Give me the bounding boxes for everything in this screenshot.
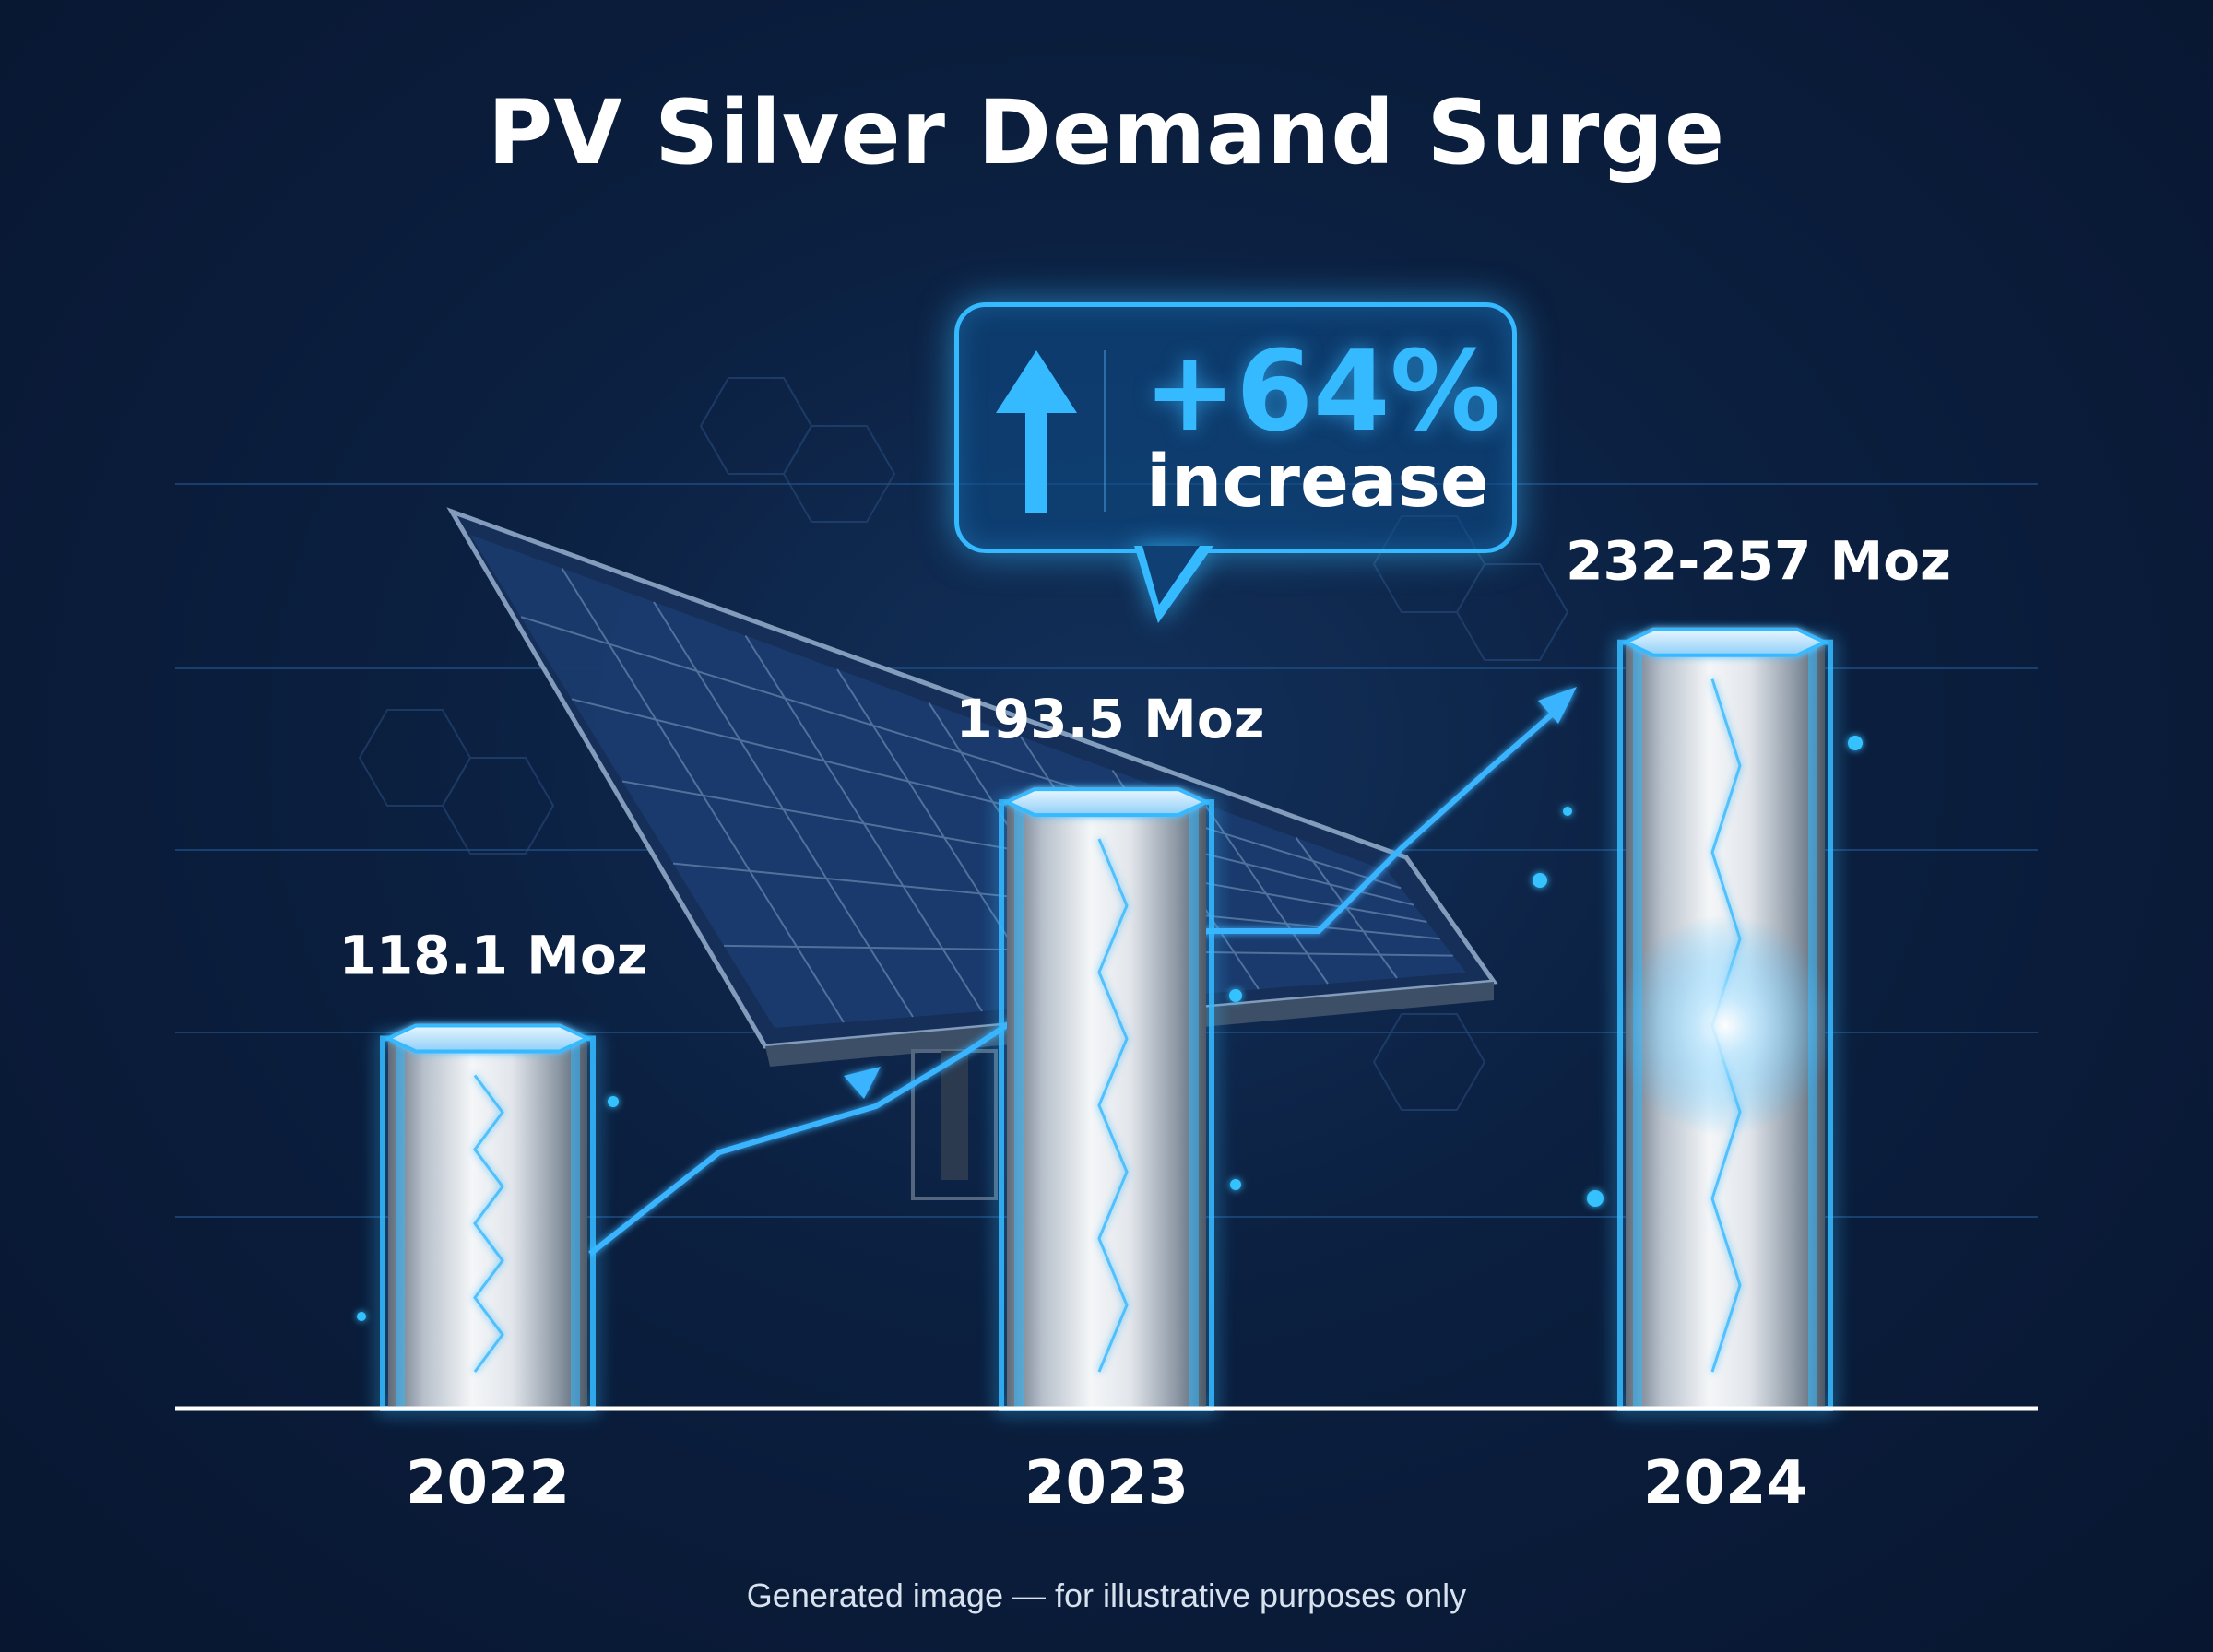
tick-label-2023: 2023 [1024,1449,1189,1517]
increase-callout [954,302,1517,553]
data-labels: 118.1 Moz 193.5 Moz 232-257 Moz [339,530,1951,987]
chart-title: PV Silver Demand Surge [487,81,1726,184]
increase-text: increase [1146,441,1489,524]
bar-2023 [999,787,1214,1411]
glow-dots-decoration [357,736,1863,1321]
bar-2022 [380,1023,596,1411]
callout-divider [1104,350,1106,512]
hexagon-pattern-decoration [358,377,1569,1111]
solar-panel-illustration [446,507,1498,1200]
tick-label-2024: 2024 [1643,1449,1807,1517]
callout-tail-inner [1142,546,1200,605]
bars [380,627,1836,1411]
data-label-2022: 118.1 Moz [339,924,648,986]
data-label-2023: 193.5 Moz [956,688,1265,750]
up-arrow-icon [996,350,1077,513]
data-label-2024: 232-257 Moz [1566,530,1951,593]
footer-disclaimer: Generated image — for illustrative purpo… [746,1576,1467,1614]
bar-2024 [1615,627,1836,1411]
tick-label-2022: 2022 [406,1449,570,1517]
increase-percentage: +64% [1143,328,1501,456]
x-axis-tick-labels: 2022 2023 2024 [406,1449,1807,1517]
